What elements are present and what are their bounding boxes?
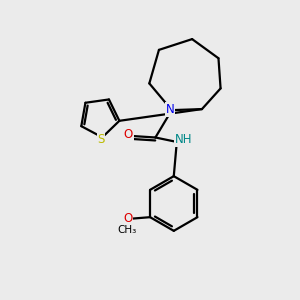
Text: O: O	[124, 128, 133, 141]
Text: O: O	[124, 212, 133, 225]
Text: NH: NH	[175, 133, 192, 146]
Text: CH₃: CH₃	[118, 225, 137, 235]
Text: S: S	[97, 133, 104, 146]
Text: N: N	[166, 103, 175, 116]
